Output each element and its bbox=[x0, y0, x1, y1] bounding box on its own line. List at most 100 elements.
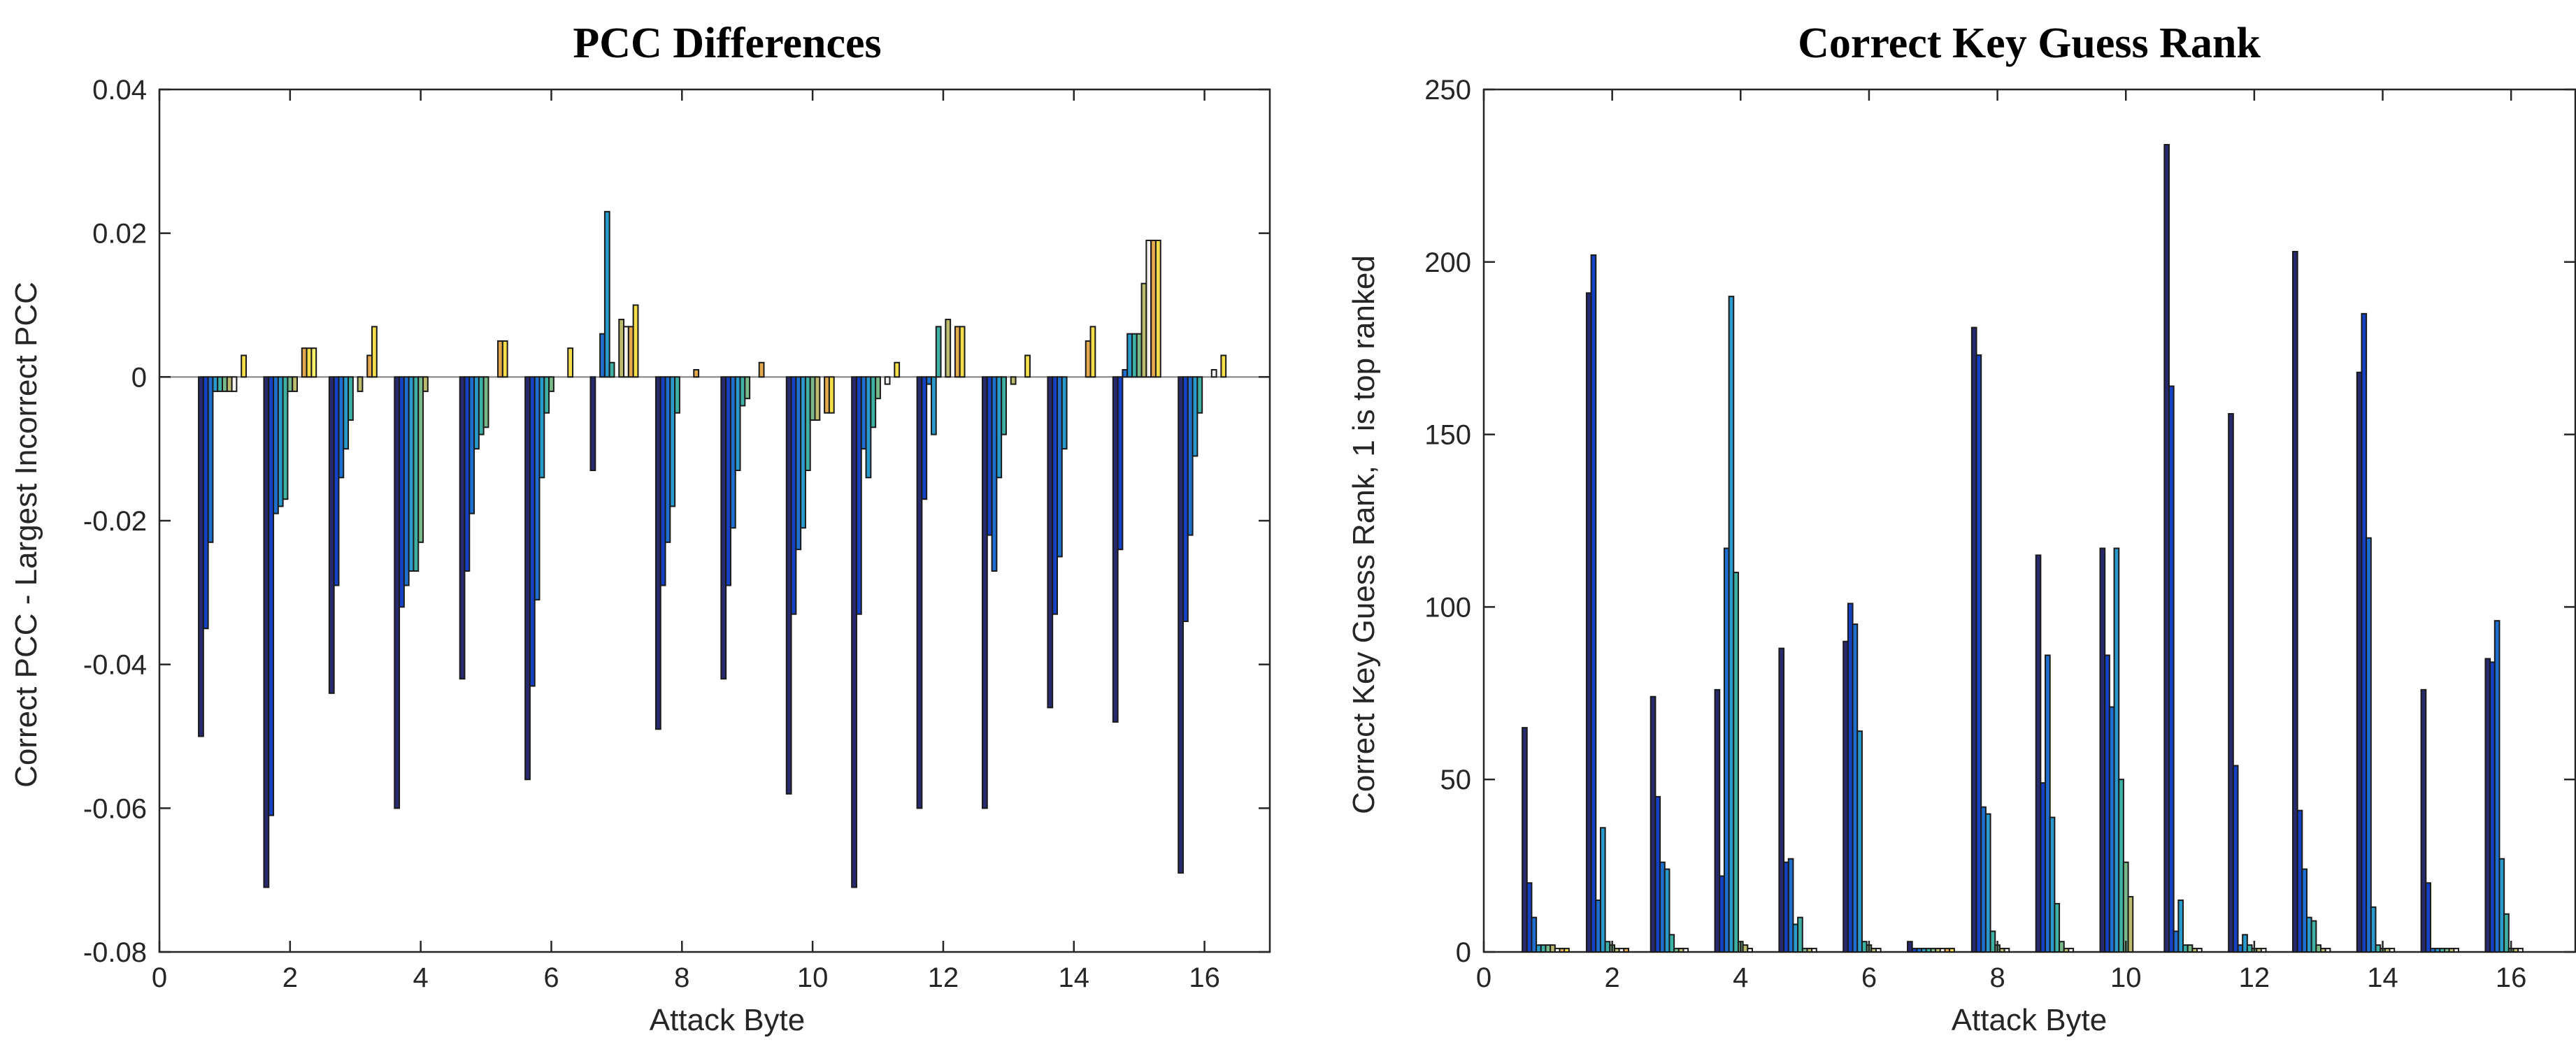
bar-byte-5-series-7 bbox=[1806, 948, 1813, 953]
bar-byte-13-series-5 bbox=[1001, 376, 1007, 435]
bar-byte-5-series-5 bbox=[1797, 916, 1803, 953]
bar-byte-12-series-8 bbox=[2260, 948, 2267, 953]
bar-byte-2-series-9 bbox=[301, 347, 308, 378]
bar-byte-13-series-1 bbox=[981, 376, 988, 809]
bar-byte-14-series-2 bbox=[1052, 376, 1058, 615]
bar-byte-12-series-7 bbox=[2256, 948, 2262, 953]
bar-byte-15-series-9 bbox=[1150, 239, 1157, 378]
x-tick-label: 16 bbox=[1189, 962, 1220, 993]
bar-byte-3-series-5 bbox=[1668, 934, 1675, 953]
bar-byte-16-series-2 bbox=[2489, 661, 2496, 953]
bar-byte-16-series-5 bbox=[1196, 376, 1203, 414]
x-tick-label: 2 bbox=[1605, 962, 1620, 993]
bar-byte-3-series-2 bbox=[1654, 795, 1661, 953]
bar-byte-15-series-5 bbox=[2439, 948, 2446, 953]
bar-byte-16-series-10 bbox=[1220, 354, 1227, 378]
bar-byte-15-series-2 bbox=[2425, 882, 2431, 953]
bar-byte-5-series-8 bbox=[1811, 948, 1817, 953]
y-axis-title: Correct PCC - Largest Incorrect PCC bbox=[9, 282, 43, 788]
bar-byte-16-series-7 bbox=[2512, 948, 2519, 953]
bar-byte-2-series-11 bbox=[310, 347, 317, 378]
bar-byte-11-series-7 bbox=[2191, 948, 2198, 953]
y-tick-label: 200 bbox=[1424, 247, 1471, 278]
bar-byte-12-series-1 bbox=[916, 376, 923, 809]
bar-byte-7-series-5 bbox=[1925, 948, 1932, 953]
bar-byte-2-series-5 bbox=[1604, 941, 1611, 953]
bar-byte-13-series-4 bbox=[2306, 916, 2312, 953]
bar-byte-3-series-6 bbox=[1673, 948, 1680, 953]
bar-byte-8-series-4 bbox=[1984, 813, 1991, 953]
bar-byte-8-series-4 bbox=[669, 376, 676, 507]
bar-byte-2-series-2 bbox=[268, 376, 275, 816]
bar-byte-7-series-1 bbox=[1907, 941, 1913, 953]
bar-byte-7-series-4 bbox=[603, 210, 610, 378]
y-tick-label: -0.02 bbox=[83, 506, 147, 537]
bar-byte-4-series-2 bbox=[1719, 875, 1725, 953]
bar-byte-7-series-10 bbox=[1949, 948, 1955, 953]
bar-byte-6-series-2 bbox=[529, 376, 536, 687]
bar-byte-3-series-3 bbox=[1659, 861, 1666, 953]
bar-byte-9-series-8 bbox=[2068, 948, 2075, 953]
bar-byte-9-series-1 bbox=[2035, 554, 2042, 953]
bar-byte-15-series-3 bbox=[2429, 948, 2436, 953]
bar-byte-8-series-2 bbox=[1975, 354, 1982, 953]
bar-byte-5-series-4 bbox=[473, 376, 480, 450]
bar-byte-12-series-4 bbox=[930, 376, 937, 435]
bar-byte-16-series-8 bbox=[2517, 948, 2524, 953]
bar-byte-1-series-2 bbox=[1526, 882, 1533, 953]
bar-byte-4-series-5 bbox=[1733, 572, 1739, 953]
bar-byte-6-series-1 bbox=[524, 376, 531, 781]
bar-byte-6-series-10 bbox=[567, 347, 574, 378]
bar-byte-14-series-9 bbox=[1085, 340, 1092, 378]
bar-byte-3-series-1 bbox=[328, 376, 335, 694]
bar-byte-13-series-7 bbox=[1010, 376, 1017, 385]
bar-byte-12-series-9 bbox=[954, 326, 961, 378]
x-tick-label: 0 bbox=[152, 962, 167, 993]
bar-byte-2-series-9 bbox=[1623, 948, 1630, 953]
bar-byte-11-series-6 bbox=[875, 376, 881, 400]
bar-byte-6-series-1 bbox=[1842, 640, 1849, 953]
y-tick-label: 150 bbox=[1424, 420, 1471, 451]
bar-byte-1-series-1 bbox=[1522, 727, 1528, 953]
x-tick-label: 4 bbox=[413, 962, 429, 993]
bar-byte-15-series-5 bbox=[1131, 333, 1138, 378]
bar-byte-14-series-1 bbox=[1047, 376, 1054, 709]
bar-byte-5-series-3 bbox=[468, 376, 475, 514]
bar-byte-3-series-10 bbox=[371, 326, 378, 378]
bar-byte-12-series-1 bbox=[2228, 412, 2234, 953]
bar-byte-13-series-8 bbox=[2324, 948, 2331, 953]
bar-byte-2-series-7 bbox=[1613, 948, 1620, 953]
bar-byte-1-series-1 bbox=[198, 376, 204, 737]
bar-byte-5-series-6 bbox=[482, 376, 489, 428]
bar-byte-16-series-4 bbox=[2498, 858, 2505, 953]
bar-byte-1-series-6 bbox=[222, 376, 228, 392]
bar-byte-4-series-7 bbox=[1742, 944, 1749, 953]
bar-byte-5-series-2 bbox=[1783, 861, 1789, 953]
bar-byte-11-series-6 bbox=[2187, 944, 2194, 953]
x-tick-label: 0 bbox=[1476, 962, 1491, 993]
bar-byte-12-series-2 bbox=[921, 376, 928, 500]
bar-byte-14-series-3 bbox=[2366, 537, 2372, 953]
bar-byte-10-series-4 bbox=[800, 376, 806, 529]
x-tick-label: 10 bbox=[797, 962, 829, 993]
bar-byte-4-series-8 bbox=[1747, 948, 1753, 953]
bar-byte-9-series-5 bbox=[2054, 902, 2061, 953]
bar-byte-1-series-3 bbox=[1531, 916, 1538, 953]
bar-byte-2-series-6 bbox=[287, 376, 294, 392]
bar-byte-3-series-8 bbox=[1682, 948, 1689, 953]
bar-byte-5-series-1 bbox=[1778, 647, 1785, 953]
bar-byte-10-series-6 bbox=[809, 376, 816, 421]
bar-byte-12-series-7 bbox=[945, 319, 952, 378]
bar-byte-2-series-7 bbox=[292, 376, 299, 392]
bar-byte-15-series-6 bbox=[2444, 948, 2450, 953]
bar-byte-10-series-4 bbox=[2113, 547, 2120, 953]
bar-byte-1-series-8 bbox=[1554, 948, 1561, 953]
bar-byte-3-series-7 bbox=[1677, 948, 1684, 953]
plot-area: 0 2 4 6 8 10 12 14 16 -0.08 -0.06 -0.04 -0.02 0 0.02 0.… bbox=[83, 75, 1271, 993]
y-tick-label: 100 bbox=[1424, 592, 1471, 623]
bar-byte-15-series-3 bbox=[1122, 369, 1129, 378]
bar-byte-10-series-9 bbox=[824, 376, 830, 414]
bar-byte-16-series-4 bbox=[1192, 376, 1198, 457]
bar-byte-1-series-5 bbox=[217, 376, 224, 392]
